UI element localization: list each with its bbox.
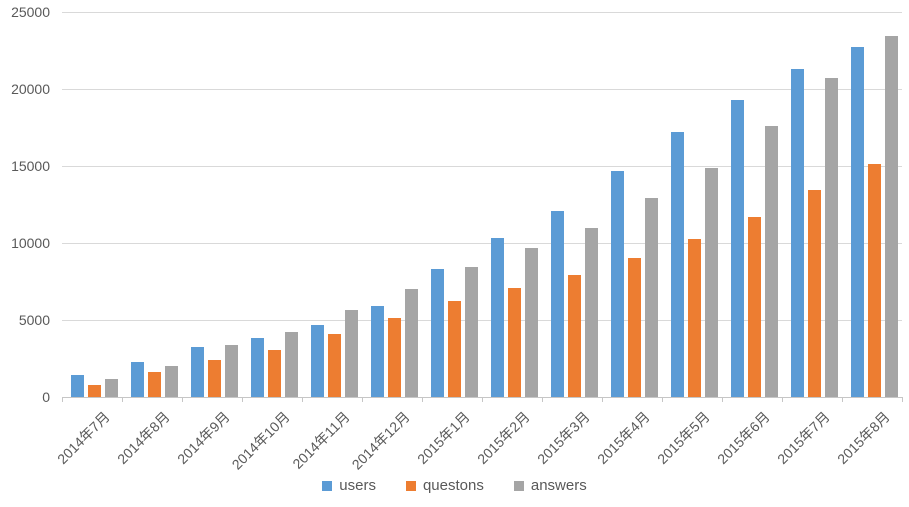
bar-answers <box>225 345 238 397</box>
x-axis-tick <box>122 397 123 402</box>
x-axis-tick <box>182 397 183 402</box>
legend-item-questons: questons <box>405 477 484 494</box>
y-axis-tick-label: 10000 <box>11 235 50 251</box>
bar-questons <box>568 275 581 397</box>
bar-questons <box>208 360 221 397</box>
legend-label: questons <box>422 477 484 494</box>
bar-questons <box>328 333 341 397</box>
bar-questons <box>688 239 701 397</box>
legend-item-users: users <box>322 477 376 494</box>
x-axis-tick-label: 2015年7月 <box>774 408 833 468</box>
bar-questons <box>868 164 881 397</box>
bar-users <box>671 132 684 397</box>
gridline <box>62 89 902 90</box>
gridline <box>62 243 902 244</box>
y-axis-tick-label: 15000 <box>11 158 50 174</box>
bar-users <box>191 346 204 397</box>
x-axis-tick-label: 2014年7月 <box>54 408 113 468</box>
y-axis-tick-label: 0 <box>42 389 50 405</box>
bar-users <box>71 375 84 397</box>
y-axis-tick-label: 25000 <box>11 4 50 20</box>
x-axis-tick-label: 2015年1月 <box>414 408 473 468</box>
bar-users <box>611 171 624 397</box>
bar-answers <box>645 198 658 397</box>
x-axis-tick-label: 2015年5月 <box>654 408 713 468</box>
x-axis-tick-label: 2015年4月 <box>594 408 653 468</box>
y-axis-tick-label: 5000 <box>18 312 50 328</box>
bar-answers <box>165 366 178 397</box>
legend-swatch-users <box>322 480 333 491</box>
bar-users <box>131 361 144 397</box>
x-axis-tick-label: 2014年8月 <box>114 408 173 468</box>
x-axis-tick <box>782 397 783 402</box>
x-axis-tick <box>542 397 543 402</box>
gridline <box>62 320 902 321</box>
legend-label: users <box>339 477 376 494</box>
bar-questons <box>388 317 401 397</box>
bar-users <box>851 47 864 397</box>
x-axis-tick <box>62 397 63 402</box>
x-axis-tick <box>842 397 843 402</box>
legend-item-answers: answers <box>513 477 587 494</box>
gridline <box>62 12 902 13</box>
bar-users <box>791 68 804 397</box>
bar-questons <box>628 258 641 397</box>
gridline <box>62 166 902 167</box>
x-axis-tick <box>242 397 243 402</box>
bar-users <box>431 269 444 397</box>
x-axis-tick <box>602 397 603 402</box>
bar-questons <box>448 300 461 397</box>
x-axis-tick-label: 2015年6月 <box>714 408 773 468</box>
y-axis-tick-label: 20000 <box>11 81 50 97</box>
bar-answers <box>285 331 298 397</box>
bar-users <box>311 324 324 397</box>
x-axis-tick-label: 2015年3月 <box>534 408 593 468</box>
bar-users <box>371 306 384 397</box>
x-axis-tick-label: 2014年11月 <box>289 408 353 472</box>
bar-answers <box>825 78 838 397</box>
bar-answers <box>525 248 538 397</box>
bar-answers <box>705 168 718 397</box>
bar-answers <box>465 266 478 397</box>
legend-swatch-answers <box>513 480 524 491</box>
bar-questons <box>808 189 821 397</box>
x-axis-tick <box>902 397 903 402</box>
bar-questons <box>148 372 161 397</box>
x-axis-tick-label: 2015年8月 <box>834 408 893 468</box>
bar-answers <box>345 309 358 397</box>
x-axis-tick-label: 2014年12月 <box>348 408 413 473</box>
legend-swatch-questons <box>405 480 416 491</box>
bar-answers <box>885 35 898 397</box>
bar-users <box>251 337 264 397</box>
bar-users <box>551 210 564 397</box>
bar-answers <box>105 379 118 397</box>
legend: users questons answers <box>0 477 909 494</box>
x-axis-tick-label: 2014年10月 <box>228 408 293 473</box>
bar-answers <box>585 227 598 397</box>
x-axis-tick <box>662 397 663 402</box>
x-axis-tick <box>422 397 423 402</box>
bar-questons <box>88 384 101 397</box>
bar-questons <box>268 350 281 397</box>
x-axis-tick <box>362 397 363 402</box>
bar-questons <box>748 216 761 397</box>
bar-answers <box>765 125 778 397</box>
x-axis-tick-label: 2014年9月 <box>174 408 233 468</box>
legend-label: answers <box>530 477 587 494</box>
bar-answers <box>405 289 418 397</box>
x-axis-tick <box>302 397 303 402</box>
bar-questons <box>508 288 521 397</box>
bar-users <box>491 237 504 397</box>
x-axis-tick-label: 2015年2月 <box>474 408 533 468</box>
x-axis-tick <box>482 397 483 402</box>
x-axis-tick <box>722 397 723 402</box>
bar-users <box>731 99 744 397</box>
